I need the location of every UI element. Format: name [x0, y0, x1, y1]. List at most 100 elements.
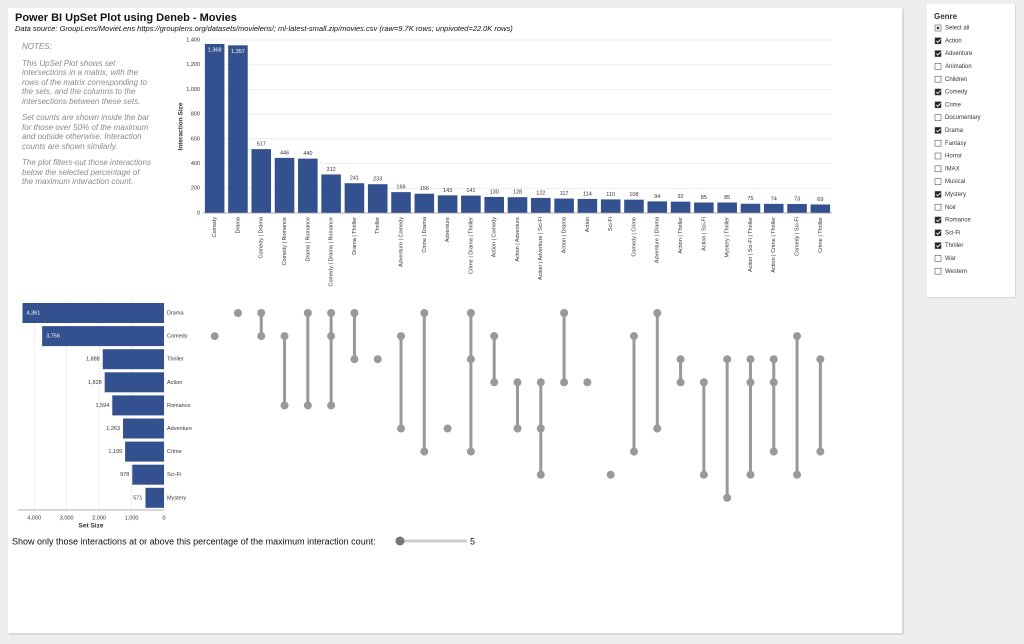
- slicer-item-label[interactable]: Action: [945, 38, 962, 44]
- value-label: 128: [513, 190, 522, 196]
- value-label: 1,368: [208, 47, 222, 53]
- checkbox[interactable]: [934, 267, 942, 275]
- slicer-item-label[interactable]: Mystery: [945, 192, 966, 198]
- x-tick-label: 2,000: [92, 515, 106, 521]
- slicer-item-label[interactable]: Comedy: [945, 90, 967, 96]
- checkbox[interactable]: [934, 88, 942, 96]
- value-label: 141: [466, 188, 475, 194]
- slicer-item-label[interactable]: Animation: [945, 64, 972, 70]
- slider-knob[interactable]: [395, 536, 405, 546]
- matrix-dot: [490, 378, 499, 387]
- checkbox[interactable]: [934, 165, 942, 173]
- x-tick-label: Crime | Thriller: [818, 217, 824, 253]
- y-tick-label: 600: [191, 136, 200, 142]
- slicer-item-label[interactable]: Drama: [945, 128, 964, 134]
- value-label: 1,888: [86, 357, 100, 363]
- matrix-dot: [536, 378, 545, 387]
- row-label: Action: [167, 380, 182, 386]
- x-tick-label: Action | Thriller: [678, 217, 684, 254]
- slicer-item-label[interactable]: IMAX: [945, 166, 960, 172]
- bar: [125, 441, 164, 462]
- value-label: 122: [536, 190, 545, 196]
- matrix-dot: [466, 309, 475, 317]
- matrix-dot: [466, 447, 475, 456]
- checkbox[interactable]: [934, 242, 942, 249]
- value-label: 92: [678, 194, 684, 200]
- checkmark: [935, 192, 941, 197]
- checkbox[interactable]: [934, 63, 942, 70]
- checkbox[interactable]: [934, 101, 942, 109]
- notes: NOTES: This UpSet Plot shows set interse…: [22, 42, 152, 194]
- slicer-item-label[interactable]: Fantasy: [945, 141, 966, 147]
- bar: [344, 183, 365, 213]
- matrix-dot: [723, 355, 732, 364]
- bar: [274, 157, 295, 213]
- bar: [717, 202, 737, 213]
- matrix-dot: [699, 378, 708, 387]
- checkbox[interactable]: [934, 139, 942, 147]
- slicer-item-label[interactable]: Thriller: [945, 243, 963, 249]
- bar: [145, 487, 164, 508]
- bar: [251, 149, 272, 213]
- checkbox[interactable]: [934, 75, 942, 83]
- x-tick-label: Adventure | Comedy: [398, 217, 404, 267]
- matrix-dot: [513, 424, 522, 433]
- slicer-item-label[interactable]: War: [945, 256, 956, 262]
- slicer-item-label[interactable]: Western: [945, 269, 967, 275]
- notes-paragraph: Set counts are shown inside the bar for …: [22, 113, 150, 151]
- notes-paragraph: The plot filters-out those interactions …: [22, 158, 151, 186]
- row-label: Comedy: [167, 334, 188, 340]
- slicer-panel[interactable]: [927, 4, 1015, 297]
- checkbox[interactable]: [934, 203, 942, 211]
- matrix-dot: [327, 309, 336, 317]
- matrix-dot: [769, 355, 778, 364]
- x-tick-label: Drama | Thriller: [352, 217, 358, 255]
- x-tick-label: Action | Adventure: [515, 217, 521, 262]
- x-tick-label: Action | Comedy: [492, 217, 498, 258]
- matrix-dot: [746, 355, 755, 364]
- matrix-dot: [606, 470, 615, 479]
- row-label: Sci-Fi: [167, 472, 181, 478]
- slicer-item-label[interactable]: Documentary: [945, 115, 981, 121]
- value-label: 312: [327, 167, 336, 173]
- checkbox[interactable]: [934, 191, 942, 198]
- slicer-item-label[interactable]: Romance: [945, 218, 971, 224]
- value-label: 571: [133, 495, 142, 501]
- slicer-item-label[interactable]: Adventure: [945, 51, 973, 57]
- value-label: 4,361: [27, 310, 41, 316]
- value-label: 233: [373, 177, 382, 183]
- slicer-item-label[interactable]: Horror: [945, 154, 962, 160]
- checkbox[interactable]: [934, 50, 942, 57]
- checkbox[interactable]: [934, 152, 942, 160]
- matrix-dot: [746, 378, 755, 387]
- checkbox[interactable]: [934, 229, 942, 237]
- checkmark: [935, 218, 941, 223]
- slicer-item-label[interactable]: Sci-Fi: [945, 230, 960, 236]
- slicer-item-label[interactable]: Noir: [945, 205, 956, 211]
- x-tick-label: 1,000: [125, 515, 139, 521]
- checkbox[interactable]: [934, 216, 942, 224]
- matrix-dot: [769, 447, 778, 456]
- value-label: 74: [771, 196, 777, 202]
- bar: [624, 199, 644, 213]
- checkbox[interactable]: [934, 255, 942, 262]
- checkbox[interactable]: [934, 37, 942, 45]
- slicer-item-label[interactable]: Select all: [945, 26, 969, 32]
- row-label: Thriller: [167, 357, 184, 363]
- value-label: 1,263: [106, 426, 120, 432]
- value-label: 3,756: [46, 334, 60, 340]
- slicer-item-label[interactable]: Crime: [945, 102, 962, 108]
- checkbox[interactable]: [934, 178, 942, 185]
- checkbox[interactable]: [934, 114, 942, 121]
- matrix-dot: [653, 309, 662, 317]
- checkmark: [935, 90, 941, 95]
- slicer-item-label[interactable]: Musical: [945, 179, 965, 185]
- x-tick-label: Action: [585, 217, 591, 232]
- checkbox[interactable]: [934, 127, 942, 134]
- x-tick-label: Sci-Fi: [608, 217, 614, 231]
- matrix-dot: [443, 424, 452, 433]
- value-label: 241: [350, 176, 359, 182]
- matrix-dot: [723, 493, 732, 502]
- slicer-item-label[interactable]: Children: [945, 77, 967, 83]
